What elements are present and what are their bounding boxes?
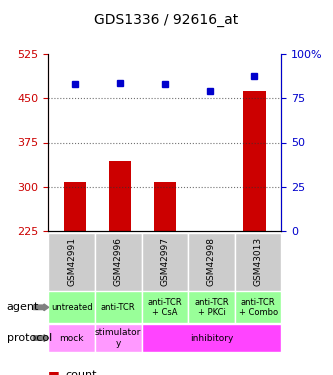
Text: count: count bbox=[65, 370, 97, 375]
Text: inhibitory: inhibitory bbox=[190, 334, 233, 343]
Text: GDS1336 / 92616_at: GDS1336 / 92616_at bbox=[94, 13, 239, 27]
Bar bbox=[243, 92, 266, 231]
Text: agent: agent bbox=[7, 302, 39, 312]
FancyBboxPatch shape bbox=[48, 291, 95, 323]
Bar bbox=[109, 161, 131, 231]
Text: anti-TCR
+ Combo: anti-TCR + Combo bbox=[238, 298, 278, 317]
Text: untreated: untreated bbox=[51, 303, 92, 312]
Text: GSM42996: GSM42996 bbox=[114, 237, 123, 286]
FancyBboxPatch shape bbox=[142, 291, 188, 323]
Text: protocol: protocol bbox=[7, 333, 52, 343]
FancyBboxPatch shape bbox=[48, 324, 95, 352]
FancyBboxPatch shape bbox=[235, 291, 281, 323]
Text: GSM42998: GSM42998 bbox=[207, 237, 216, 286]
Bar bbox=[154, 182, 176, 231]
Text: GSM42997: GSM42997 bbox=[160, 237, 169, 286]
FancyBboxPatch shape bbox=[188, 232, 235, 291]
Text: stimulator
y: stimulator y bbox=[95, 328, 142, 348]
Bar bbox=[64, 183, 86, 231]
Text: anti-TCR
+ PKCi: anti-TCR + PKCi bbox=[194, 298, 229, 317]
FancyBboxPatch shape bbox=[188, 291, 235, 323]
Text: GSM43013: GSM43013 bbox=[253, 237, 263, 286]
Text: ■: ■ bbox=[48, 369, 60, 375]
Text: mock: mock bbox=[59, 334, 84, 343]
FancyBboxPatch shape bbox=[95, 291, 142, 323]
FancyBboxPatch shape bbox=[142, 232, 188, 291]
Text: anti-TCR: anti-TCR bbox=[101, 303, 136, 312]
Text: anti-TCR
+ CsA: anti-TCR + CsA bbox=[148, 298, 182, 317]
FancyBboxPatch shape bbox=[95, 324, 142, 352]
Text: GSM42991: GSM42991 bbox=[67, 237, 76, 286]
FancyBboxPatch shape bbox=[142, 324, 281, 352]
FancyBboxPatch shape bbox=[48, 232, 95, 291]
FancyBboxPatch shape bbox=[235, 232, 281, 291]
FancyBboxPatch shape bbox=[95, 232, 142, 291]
